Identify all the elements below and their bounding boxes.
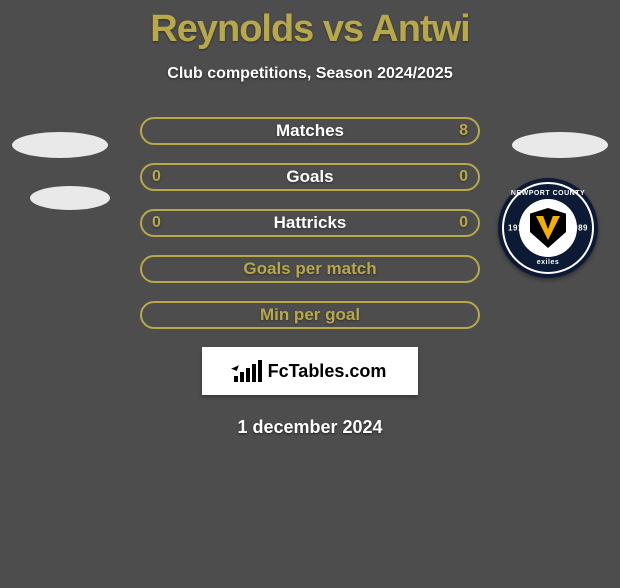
bar-icon (240, 372, 244, 382)
stat-left-value: 0 (152, 214, 161, 232)
footer-date: 1 december 2024 (0, 417, 620, 438)
badge-top-text: NEWPORT COUNTY (504, 190, 592, 197)
badge-year-left: 1912 (508, 224, 528, 233)
stat-label: Matches (276, 121, 344, 141)
bar-icon (252, 364, 256, 382)
player-right-placeholder-icon (512, 132, 608, 158)
arrow-icon (231, 363, 239, 371)
page-title: Reynolds vs Antwi (0, 8, 620, 51)
bar-icon (246, 368, 250, 382)
stat-label: Min per goal (260, 305, 360, 325)
brand-text: FcTables.com (268, 361, 387, 382)
stat-right-value: 8 (459, 122, 468, 140)
player-left-placeholder-icon (12, 132, 108, 158)
stat-label: Hattricks (274, 213, 347, 233)
bar-icon (234, 376, 238, 382)
page-subtitle: Club competitions, Season 2024/2025 (0, 65, 620, 83)
badge-year-right: 1989 (568, 224, 588, 233)
bar-chart-icon (234, 360, 262, 382)
club-right-badge: NEWPORT COUNTY exiles 1912 1989 (498, 178, 598, 278)
shield-icon (530, 208, 566, 248)
chevron-icon (536, 216, 560, 240)
stat-label: Goals (286, 167, 333, 187)
stat-row: 0 Hattricks 0 (140, 209, 480, 237)
brand-box: FcTables.com (202, 347, 418, 395)
stat-row: Goals per match (140, 255, 480, 283)
stat-left-value: 0 (152, 168, 161, 186)
bar-icon (258, 360, 262, 382)
stat-row: Min per goal (140, 301, 480, 329)
stat-row: Matches 8 (140, 117, 480, 145)
stat-row: 0 Goals 0 (140, 163, 480, 191)
stat-right-value: 0 (459, 168, 468, 186)
stat-right-value: 0 (459, 214, 468, 232)
club-left-placeholder-icon (30, 186, 110, 210)
stat-label: Goals per match (243, 259, 376, 279)
badge-bottom-text: exiles (504, 259, 592, 266)
